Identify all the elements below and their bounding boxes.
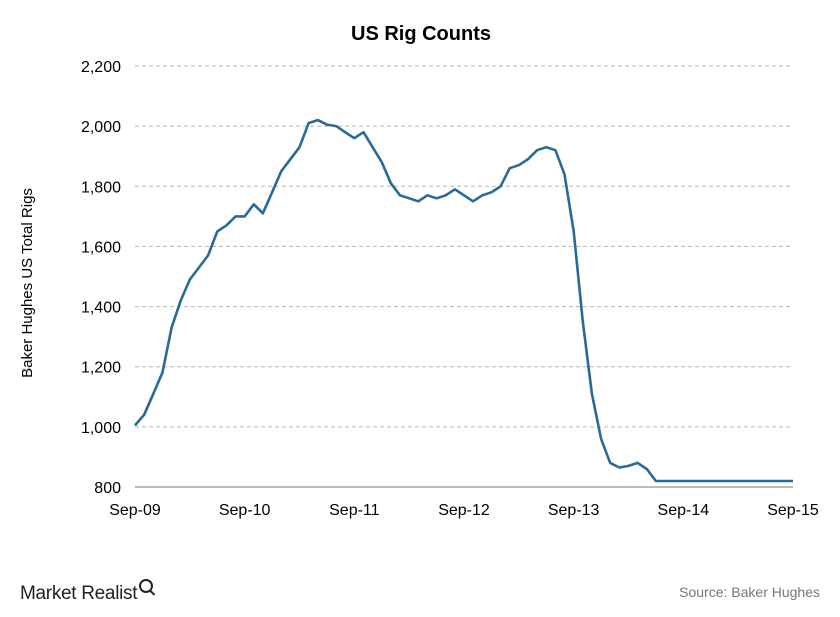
x-tick-label: Sep-12: [438, 502, 490, 519]
x-tick-label: Sep-10: [219, 502, 271, 519]
y-tick-label: 1,600: [81, 239, 121, 256]
y-tick-label: 800: [94, 480, 121, 497]
y-axis-label: Baker Hughes US Total Rigs: [19, 188, 36, 378]
gridlines: [135, 65, 793, 488]
market-realist-logo: Market Realist: [20, 579, 154, 605]
x-tick-label: Sep-14: [658, 502, 710, 519]
magnifier-icon: [139, 579, 154, 593]
logo-text: Market Realist: [20, 583, 138, 604]
chart-title: US Rig Counts: [351, 23, 491, 45]
x-tick-labels: Sep-09 Sep-10 Sep-11 Sep-12 Sep-13 Sep-14 Sep-…: [109, 502, 819, 519]
y-tick-label: 1,800: [81, 179, 121, 196]
x-tick-label: Sep-09: [109, 502, 161, 519]
x-tick-label: Sep-13: [548, 502, 600, 519]
x-tick-label: Sep-15: [767, 502, 819, 519]
y-tick-labels: 800 1,000 1,200 1,400 1,600 1,800 2,000 2,200: [81, 59, 121, 497]
x-tick-label: Sep-11: [329, 502, 380, 519]
y-tick-label: 2,000: [81, 119, 121, 136]
y-tick-label: 1,000: [81, 420, 121, 437]
series-line-us-total-rigs: [134, 118, 793, 483]
y-tick-label: 1,200: [81, 360, 121, 377]
y-tick-label: 1,400: [81, 300, 121, 317]
source-note: Source: Baker Hughes: [679, 584, 820, 600]
y-tick-label: 2,200: [81, 59, 121, 76]
